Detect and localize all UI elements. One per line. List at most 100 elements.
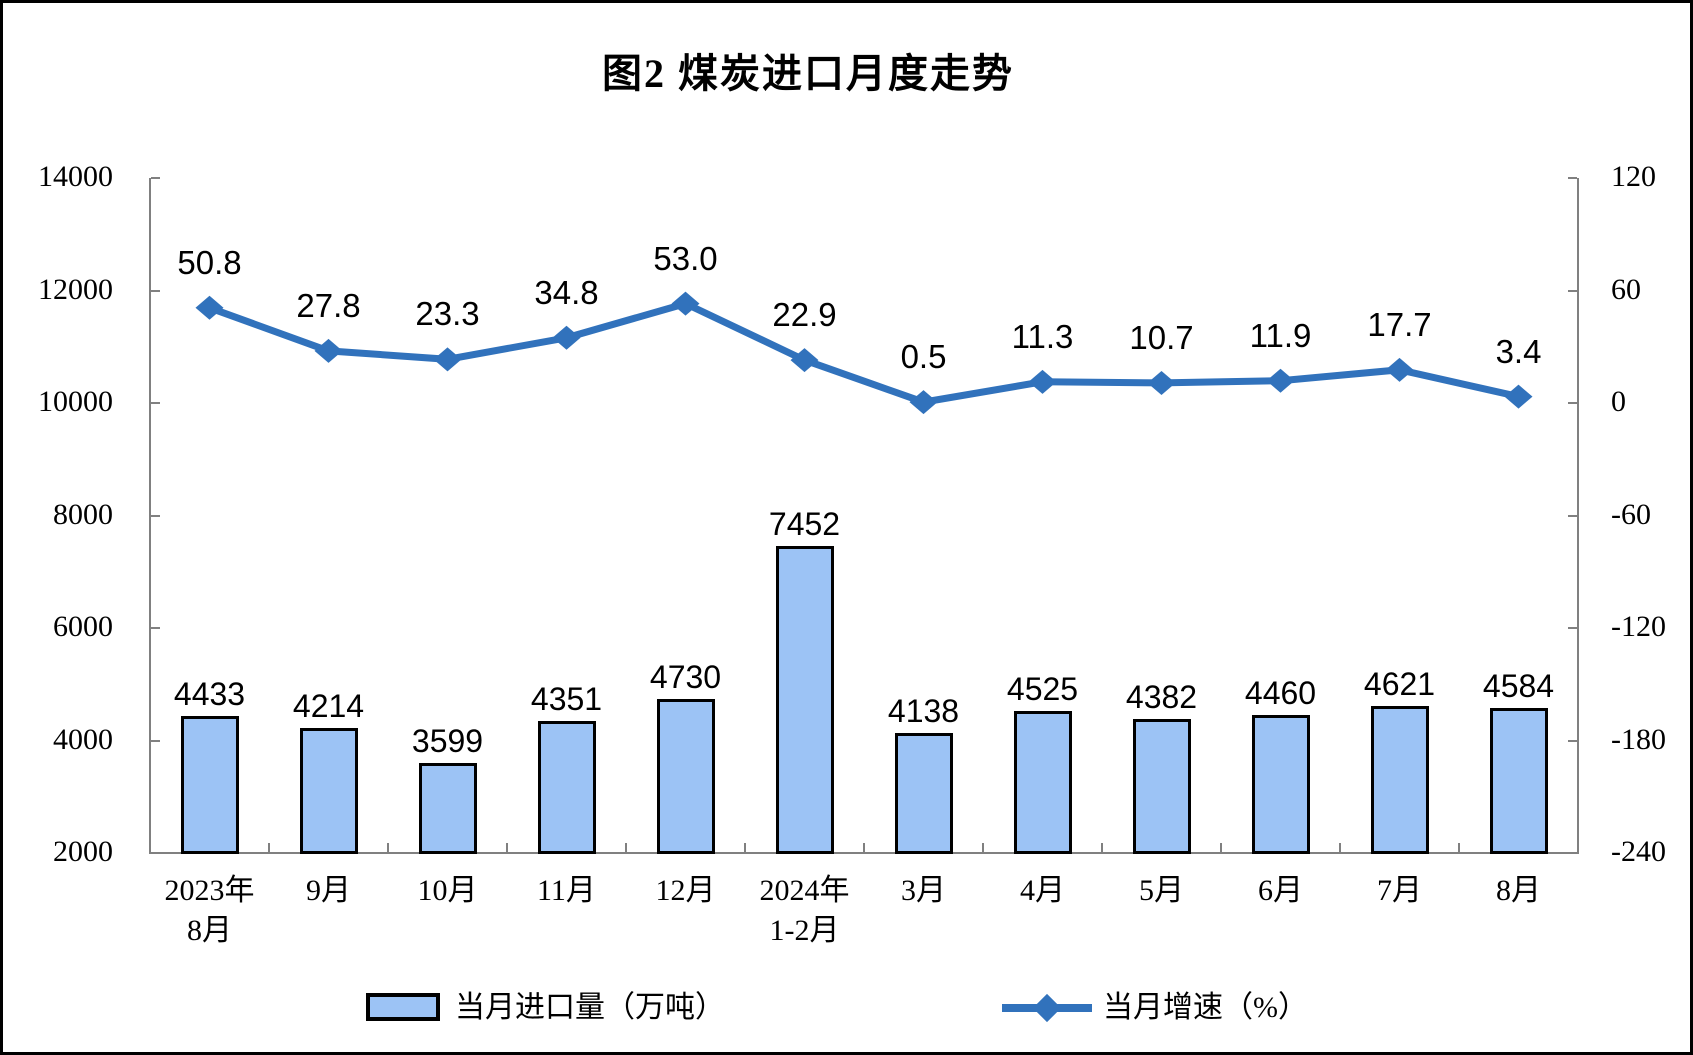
diamond-marker-icon <box>552 325 581 350</box>
left-axis-tick-label: 14000 <box>38 160 113 193</box>
left-axis-tick <box>151 852 160 854</box>
diamond-marker-icon <box>1032 993 1062 1023</box>
x-axis-category-label: 7月 <box>1305 871 1495 911</box>
x-axis-category-label: 12月 <box>591 871 781 911</box>
import-volume-bar <box>1489 707 1548 854</box>
diamond-marker-icon <box>1266 368 1295 393</box>
line-value-label: 23.3 <box>415 295 480 333</box>
growth-rate-line <box>208 299 1520 406</box>
import-volume-bar <box>656 699 715 854</box>
bar-value-label: 4460 <box>1244 674 1317 711</box>
left-axis-tick-label: 4000 <box>53 722 113 756</box>
right-axis-tick <box>1568 852 1577 854</box>
x-axis-category-label-line: 4月 <box>1020 874 1065 907</box>
bar-series-swatch <box>366 993 440 1021</box>
line-value-label: 11.3 <box>1011 317 1074 355</box>
line-value-label: 3.4 <box>1495 332 1542 370</box>
left-axis-tick-label: 10000 <box>38 385 113 418</box>
x-axis-category-label-line: 2023年 <box>164 874 255 907</box>
bar-series-label: 当月进口量（万吨） <box>455 991 725 1024</box>
import-volume-bar <box>418 763 477 854</box>
left-axis-tick <box>151 177 160 179</box>
left-axis-tick <box>151 739 160 742</box>
y-axis-right <box>1577 178 1579 853</box>
bar-value-label: 4138 <box>887 692 960 729</box>
x-axis-tick <box>625 843 627 852</box>
left-axis-tick <box>151 289 160 292</box>
diamond-marker-icon <box>790 348 819 373</box>
right-axis-tick <box>1568 514 1577 517</box>
chart-title: 图2 煤炭进口月度走势 <box>602 51 1014 96</box>
bar-value-label: 4214 <box>292 688 365 725</box>
x-axis-tick <box>744 843 746 852</box>
diamond-marker-icon <box>1385 357 1414 382</box>
bar-value-label: 7452 <box>768 506 841 543</box>
x-axis-category-label-line: 7月 <box>1377 874 1422 907</box>
x-axis-category-label: 9月 <box>234 871 424 911</box>
x-axis-category-label: 3月 <box>829 871 1019 911</box>
left-axis-tick-label: 2000 <box>53 835 113 868</box>
x-axis-tick <box>506 843 508 852</box>
right-axis-tick-label: 60 <box>1611 272 1641 306</box>
diamond-marker-icon <box>1504 384 1533 409</box>
right-axis-tick <box>1568 177 1577 179</box>
bar-value-label: 4525 <box>1006 670 1079 707</box>
x-axis-tick <box>1101 843 1103 852</box>
diamond-marker-icon <box>1147 370 1176 395</box>
diamond-marker-icon <box>433 347 462 372</box>
right-axis-tick-label: -60 <box>1611 497 1651 531</box>
y-axis-left <box>149 178 151 853</box>
line-value-label: 0.5 <box>900 338 947 376</box>
x-axis-category-label-line: 8月 <box>1496 874 1541 907</box>
diamond-marker-icon <box>195 295 224 320</box>
x-axis <box>149 852 1579 854</box>
x-axis-category-label-line: 6月 <box>1258 874 1303 907</box>
growth-rate-line-series <box>195 291 1533 415</box>
diamond-marker-icon <box>1028 369 1057 394</box>
legend: 当月进口量（万吨） 当月增速（%） <box>3 978 1690 1038</box>
right-axis-tick-label: -120 <box>1611 610 1666 643</box>
x-axis-category-label: 2024年 1-2月 <box>710 871 900 951</box>
right-axis-tick-label: 120 <box>1611 160 1656 193</box>
right-axis-tick <box>1568 289 1577 292</box>
x-axis-tick <box>268 843 270 852</box>
x-axis-category-label-line: 2024年 <box>759 874 850 907</box>
x-axis-tick <box>982 843 984 852</box>
right-axis-tick <box>1568 739 1577 742</box>
import-volume-bar <box>1251 714 1310 854</box>
x-axis-category-label-line: 3月 <box>901 874 946 907</box>
x-axis-tick <box>1220 843 1222 852</box>
import-volume-bar <box>894 732 953 854</box>
import-volume-bar <box>1013 710 1072 854</box>
x-axis-category-label: 10月 <box>353 871 543 911</box>
left-axis-tick <box>151 627 160 629</box>
x-axis-tick <box>1339 843 1341 852</box>
import-volume-bar <box>775 546 834 854</box>
x-axis-category-label-line: 12月 <box>655 874 716 907</box>
x-axis-category-label: 11月 <box>472 871 662 911</box>
line-series-label: 当月增速（%） <box>1103 991 1308 1024</box>
import-volume-bar <box>299 728 358 854</box>
bar-value-label: 4730 <box>649 659 722 696</box>
x-axis-category-label-line: 11月 <box>537 874 596 907</box>
import-volume-bar <box>1370 705 1429 854</box>
line-value-label: 34.8 <box>534 273 599 311</box>
import-volume-bar <box>537 720 596 854</box>
x-axis-tick <box>1577 843 1579 852</box>
left-axis-tick <box>151 514 160 517</box>
right-axis-tick <box>1568 627 1577 629</box>
bar-value-label: 4351 <box>530 680 603 717</box>
bar-value-label: 4584 <box>1482 667 1555 704</box>
left-axis-tick <box>151 402 160 404</box>
x-axis-category-label: 4月 <box>948 871 1138 911</box>
right-axis-tick <box>1568 402 1577 404</box>
line-value-label: 17.7 <box>1367 305 1432 343</box>
left-axis-tick-label: 8000 <box>53 497 113 531</box>
x-axis-category-label: 6月 <box>1186 871 1376 911</box>
line-value-label: 27.8 <box>296 286 361 324</box>
line-value-label: 53.0 <box>653 239 718 277</box>
line-value-label: 50.8 <box>177 243 242 281</box>
right-axis-tick-label: -180 <box>1611 722 1666 756</box>
right-axis-tick-label: 0 <box>1611 385 1626 418</box>
